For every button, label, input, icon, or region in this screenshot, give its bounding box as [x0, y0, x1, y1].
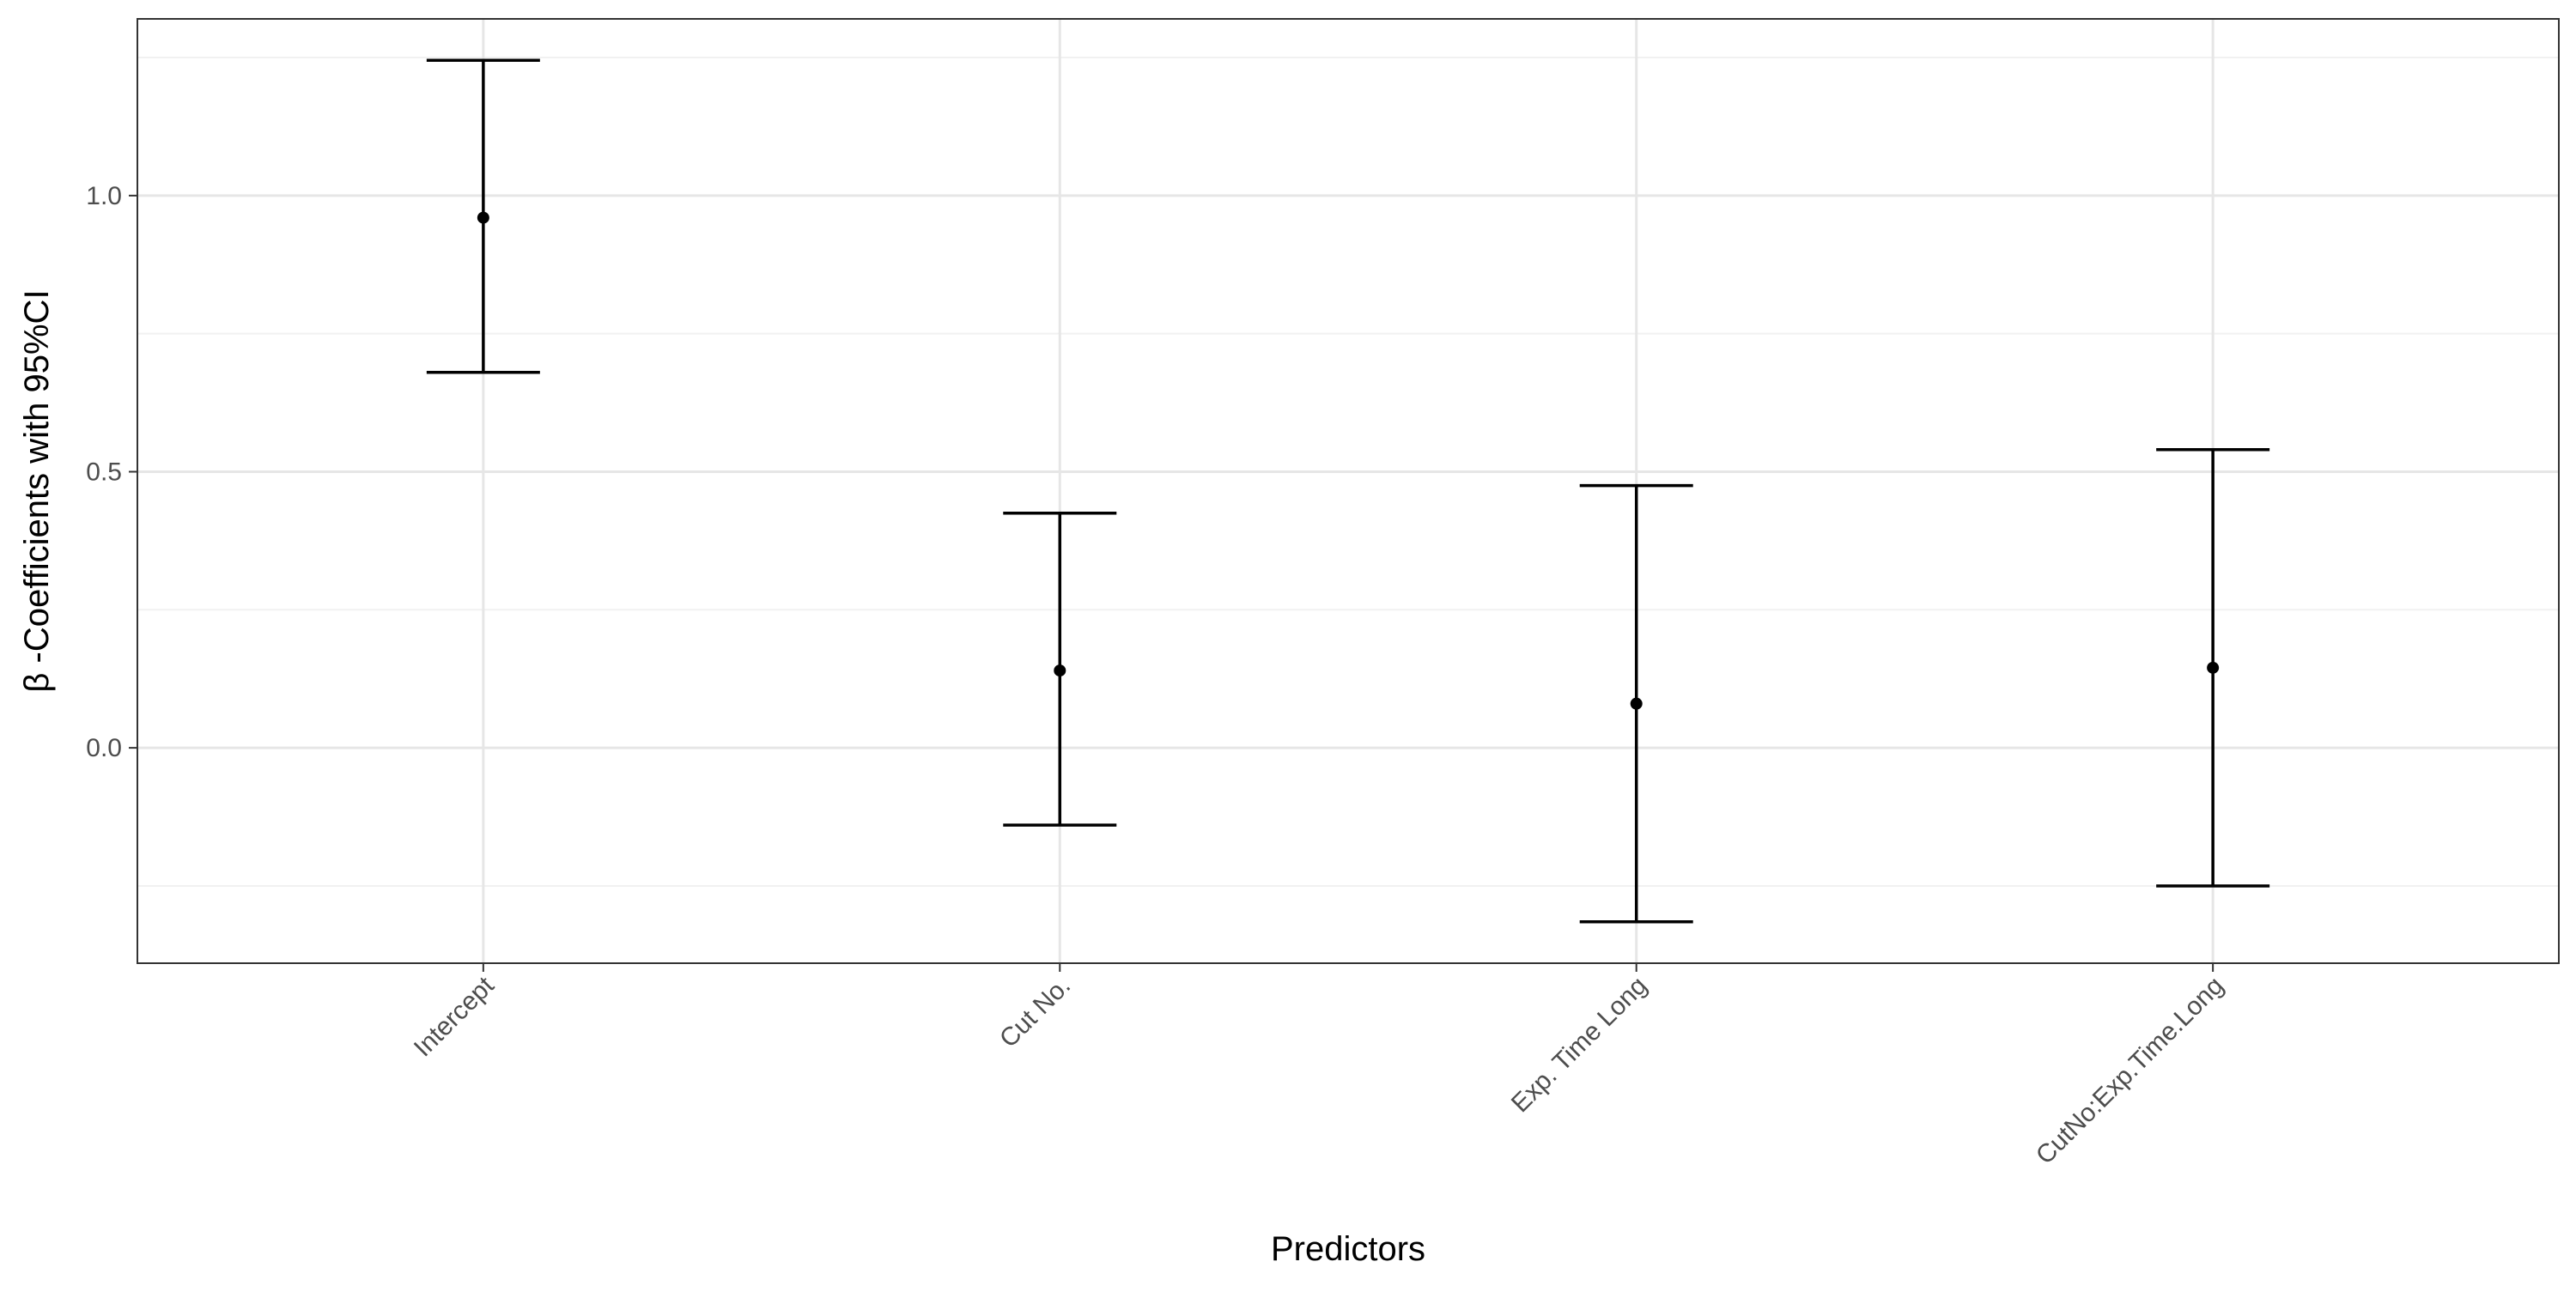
estimate-point	[1630, 697, 1643, 710]
grid-layer	[137, 19, 2559, 963]
y-axis-title: β -Coefficients with 95%CI	[18, 289, 56, 692]
errorbar-group	[426, 58, 540, 374]
errorbar-group	[1003, 511, 1117, 827]
y-tick-label: 0.0	[86, 734, 122, 762]
estimate-point	[2207, 661, 2220, 674]
y-tick-label: 0.5	[86, 458, 122, 486]
errorbar-group	[1579, 483, 1693, 924]
estimate-point	[477, 211, 489, 224]
estimate-point	[1054, 664, 1066, 677]
x-axis-title: Predictors	[1271, 1230, 1425, 1268]
panel-border	[137, 18, 2560, 964]
y-tick-label: 1.0	[86, 182, 122, 210]
errorbar-layer	[426, 58, 2270, 924]
errorbar-group	[2156, 448, 2270, 888]
